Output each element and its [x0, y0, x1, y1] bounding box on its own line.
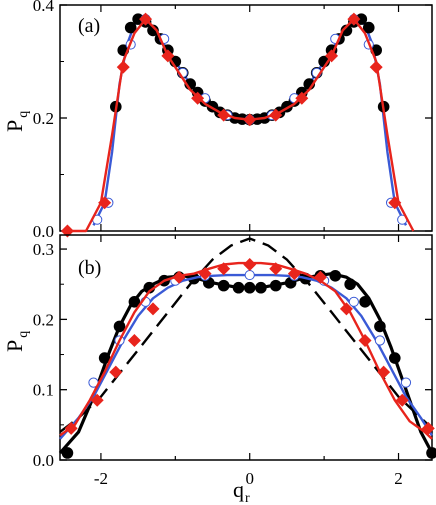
data-point-open-b: [374, 335, 386, 346]
x-tick-label-b: -2: [94, 469, 108, 488]
series-line-red-a: [67, 17, 415, 233]
data-point-open-b: [348, 296, 359, 307]
y-tick-label-b: 0.1: [33, 381, 54, 400]
data-point-diamond-a: [269, 108, 283, 122]
y-tick-label-b: 0.0: [33, 451, 54, 470]
data-point-black-b: [113, 320, 126, 333]
data-point-black-b: [128, 295, 141, 308]
data-point-black-b: [255, 281, 267, 294]
data-point-black-a: [362, 21, 375, 34]
data-point-black-a: [355, 13, 368, 25]
data-point-diamond-b: [243, 258, 257, 272]
data-point-diamond-b: [287, 267, 301, 281]
panel-b-xlabel: qr: [233, 477, 250, 505]
panel-b-series: [58, 237, 436, 459]
data-point-diamond-b: [358, 333, 372, 347]
data-point-diamond-b: [127, 333, 141, 347]
x-tick-label-b: 2: [394, 469, 403, 488]
data-point-diamond-b: [377, 365, 391, 379]
data-point-diamond-a: [369, 60, 383, 74]
data-point-diamond-a: [139, 12, 153, 26]
data-point-diamond-a: [98, 196, 112, 210]
data-point-black-b: [217, 279, 230, 292]
data-point-black-b: [232, 281, 245, 294]
data-point-black-b: [329, 269, 342, 282]
x-tick-label-b: 0: [245, 469, 254, 488]
data-point-open-b: [244, 269, 255, 281]
panel-a-tag: (a): [78, 15, 100, 37]
data-point-black-b: [389, 352, 401, 364]
data-point-diamond-a: [191, 91, 205, 105]
data-point-black-b: [61, 447, 74, 459]
y-tick-label-b: 0.3: [33, 240, 54, 259]
data-point-diamond-b: [172, 270, 186, 284]
data-point-black-b: [269, 279, 282, 292]
y-tick-label-b: 0.2: [33, 310, 54, 329]
series-line-dashed-b: [59, 237, 433, 433]
data-point-diamond-a: [161, 49, 175, 63]
data-point-diamond-b: [64, 421, 78, 435]
data-point-diamond-a: [347, 12, 361, 26]
data-point-diamond-b: [217, 262, 231, 276]
data-point-black-a: [124, 21, 137, 34]
data-point-black-b: [374, 320, 386, 333]
panel-b: 0.0 0.1 0.2 0.3 -2 0 2 (b) Pq qr: [2, 234, 436, 505]
data-point-diamond-a: [295, 91, 309, 105]
data-point-diamond-b: [198, 267, 212, 281]
data-point-black-b: [359, 295, 371, 308]
data-point-diamond-b: [146, 302, 160, 316]
data-point-diamond-b: [421, 421, 435, 435]
panel-b-axes: 0.0 0.1 0.2 0.3 -2 0 2: [33, 235, 432, 488]
panel-a-axes: 0.0 0.2 0.4: [33, 0, 432, 241]
data-point-diamond-b: [109, 365, 123, 379]
data-point-diamond-b: [90, 393, 104, 407]
data-point-black-a: [147, 24, 159, 37]
y-tick-label-a: 0.0: [33, 222, 54, 241]
data-point-black-b: [243, 281, 256, 294]
series-line-blue-b: [59, 273, 434, 440]
data-point-diamond-a: [243, 113, 257, 127]
data-point-diamond-a: [116, 60, 130, 74]
panel-a-series: [60, 12, 415, 238]
data-point-diamond-b: [339, 302, 353, 316]
data-point-diamond-b: [269, 262, 283, 276]
panel-b-frame: [59, 234, 433, 461]
data-point-diamond-b: [313, 270, 327, 284]
y-tick-label-a: 0.2: [33, 109, 54, 128]
panel-a: 0.0 0.2 0.4 (a) Pq: [2, 0, 433, 241]
y-tick-label-a: 0.4: [33, 0, 55, 15]
data-point-diamond-b: [395, 393, 409, 407]
data-point-black-a: [340, 24, 353, 37]
panel-b-tag: (b): [78, 257, 101, 279]
panel-a-ylabel: Pq: [2, 111, 31, 132]
data-point-diamond-a: [217, 108, 231, 122]
data-point-open-b: [400, 377, 412, 388]
data-point-black-b: [98, 352, 111, 364]
data-point-diamond-a: [325, 49, 339, 63]
panel-b-ylabel: Pq: [2, 331, 31, 352]
data-point-black-b: [344, 278, 356, 291]
data-point-diamond-a: [388, 196, 402, 210]
data-point-black-b: [426, 447, 436, 459]
